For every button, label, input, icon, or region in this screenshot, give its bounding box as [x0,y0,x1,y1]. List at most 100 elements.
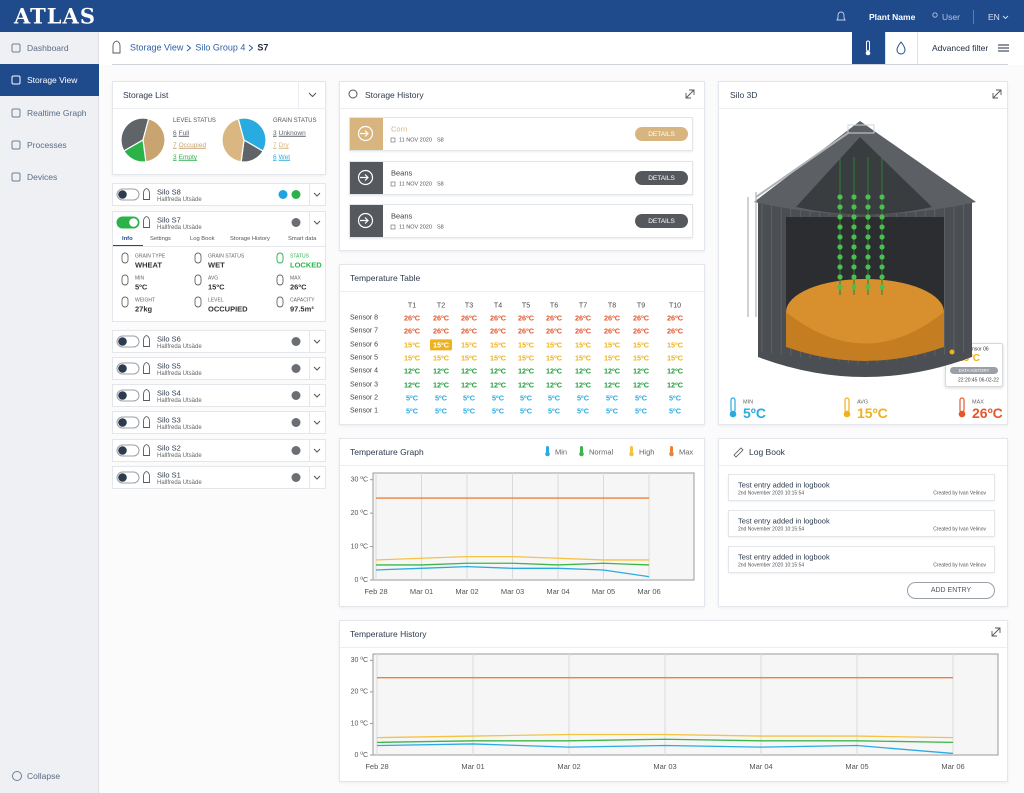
silo-row[interactable]: Silo S8 Hallfreda Utsäde [112,183,326,206]
entry-icon-box [350,205,383,237]
entry-icon-box [350,118,383,150]
details-btn[interactable]: DETAILS [635,214,688,228]
sensor-label: Sensor 7 [350,327,379,335]
add-entry-btn[interactable]: ADD ENTRY [907,582,995,599]
nav-item[interactable]: Devices [0,161,99,193]
status-count: 3 [273,129,277,137]
detail-tab[interactable]: Info [122,236,133,243]
silo-row[interactable]: Silo S2 Hallfreda Utsäde [112,439,326,462]
silo-row[interactable]: Silo S3 Hallfreda Utsäde [112,411,326,434]
silo-name: Silo S3 [157,415,181,425]
logo: ATLAS [14,3,96,29]
nav-item[interactable]: Realtime Graph [0,97,99,129]
stat-label: MIN [743,399,754,406]
breadcrumb-item[interactable]: S7 [257,42,269,53]
nav-item[interactable]: Dashboard [0,32,99,64]
expand-btn[interactable] [989,625,1007,643]
nav-item[interactable]: Processes [0,129,99,161]
collapse-toggle[interactable] [298,82,326,108]
sidebar: Dashboard Storage View Realtime Graph Proce… [0,32,99,793]
detail-tab[interactable]: Smart data [288,236,317,243]
nav-item[interactable]: Storage View [0,64,99,96]
panel-title: Silo 3D [730,89,758,100]
silo-owner: Hallfreda Utsäde [157,452,202,459]
table-cell: 26ºC [403,313,421,323]
silo-owner: Hallfreda Utsäde [157,343,202,350]
table-cell: 5ºC [635,406,647,416]
table-cell: 12ºC [489,366,507,376]
legend-label[interactable]: High [639,447,655,457]
table-cell: 12ºC [574,366,592,376]
user-name[interactable]: User [942,11,960,22]
status-item[interactable]: 3 Unknown [273,129,306,138]
stat-value: 5ºC [743,405,767,421]
view-temp-btn[interactable] [852,32,885,64]
data-history-btn[interactable]: DATA HISTORY [950,367,998,374]
silo-owner: Hallfreda Utsäde [157,479,202,486]
silo-row[interactable]: Silo S6 Hallfreda Utsäde [112,330,326,353]
details-btn[interactable]: DETAILS [635,127,688,141]
silo-row[interactable]: Silo S5 Hallfreda Utsäde [112,357,326,380]
details-btn[interactable]: DETAILS [635,171,688,185]
expand-btn[interactable] [680,86,698,104]
table-cell: 5ºC [577,393,589,403]
expand-btn[interactable] [989,86,1007,104]
detail-tab[interactable]: Log Book [190,236,215,243]
silo-row[interactable]: Silo S7 Hallfreda Utsäde [112,211,326,234]
table-cell: 26ºC [666,313,684,323]
collapse[interactable]: Collapse [27,770,61,781]
table-cell: 15ºC [429,338,453,351]
row-chevron[interactable] [309,212,327,233]
field-value: 15ºC [208,281,225,291]
table-cell: 26ºC [489,313,507,323]
status-item[interactable]: 7 Occupied [173,142,206,150]
panel-header [113,82,325,109]
entry-icon-box [350,162,383,194]
view-drop-btn[interactable] [885,32,918,64]
legend-label[interactable]: Normal [589,447,614,457]
nav-label: Storage View [27,74,78,85]
field-value: WET [208,259,225,269]
stat-label: AVG [857,399,869,406]
advanced-filter[interactable]: Advanced filter [932,42,989,53]
row-chevron[interactable] [309,412,327,433]
panel-header [340,82,704,109]
column-header: T7 [578,302,588,310]
row-chevron[interactable] [309,385,327,406]
table-cell: 12ºC [666,366,684,376]
table-cell: 15ºC [632,353,650,363]
table-cell: 5ºC [577,406,589,416]
table-cell: 5ºC [635,393,647,403]
legend-label[interactable]: Max [679,447,694,457]
row-chevron[interactable] [309,440,327,461]
status-item[interactable]: 6 Full [173,130,189,138]
breadcrumb-item[interactable]: Storage View [130,42,184,53]
table-cell: 5ºC [520,406,532,416]
status-item[interactable]: 6 Wet [273,154,290,162]
table-cell: 5ºC [606,393,618,403]
field-label: GRAIN TYPE [135,253,166,260]
status-count: 3 [173,153,177,161]
row-chevron[interactable] [309,331,327,352]
column-header: T8 [607,302,617,310]
status-item[interactable]: 7 Dry [273,142,289,150]
panel-title: Temperature Graph [350,446,424,457]
silo-row[interactable]: Silo S1 Hallfreda Utsäde [112,466,326,489]
row-chevron[interactable] [309,184,327,205]
field-label: LEVEL [208,297,224,304]
detail-tab[interactable]: Settings [150,236,171,243]
language[interactable]: EN [988,11,1000,22]
sensor-label: Sensor 2 [350,394,379,402]
row-chevron[interactable] [309,467,327,488]
row-chevron[interactable] [309,358,327,379]
storage-list: Storage List [112,81,326,175]
silo-row[interactable]: Silo S4 Hallfreda Utsäde [112,384,326,407]
detail-tab[interactable]: Storage History [230,236,270,243]
column-header: T1 [407,302,417,310]
silo-owner: Hallfreda Utsäde [157,196,202,203]
status-item[interactable]: 3 Empty [173,153,197,162]
plant-name[interactable]: Plant Name [869,11,916,22]
table-cell: 5ºC [406,393,418,403]
breadcrumb-item[interactable]: Silo Group 4 [195,42,246,53]
legend-label[interactable]: Min [555,447,568,457]
